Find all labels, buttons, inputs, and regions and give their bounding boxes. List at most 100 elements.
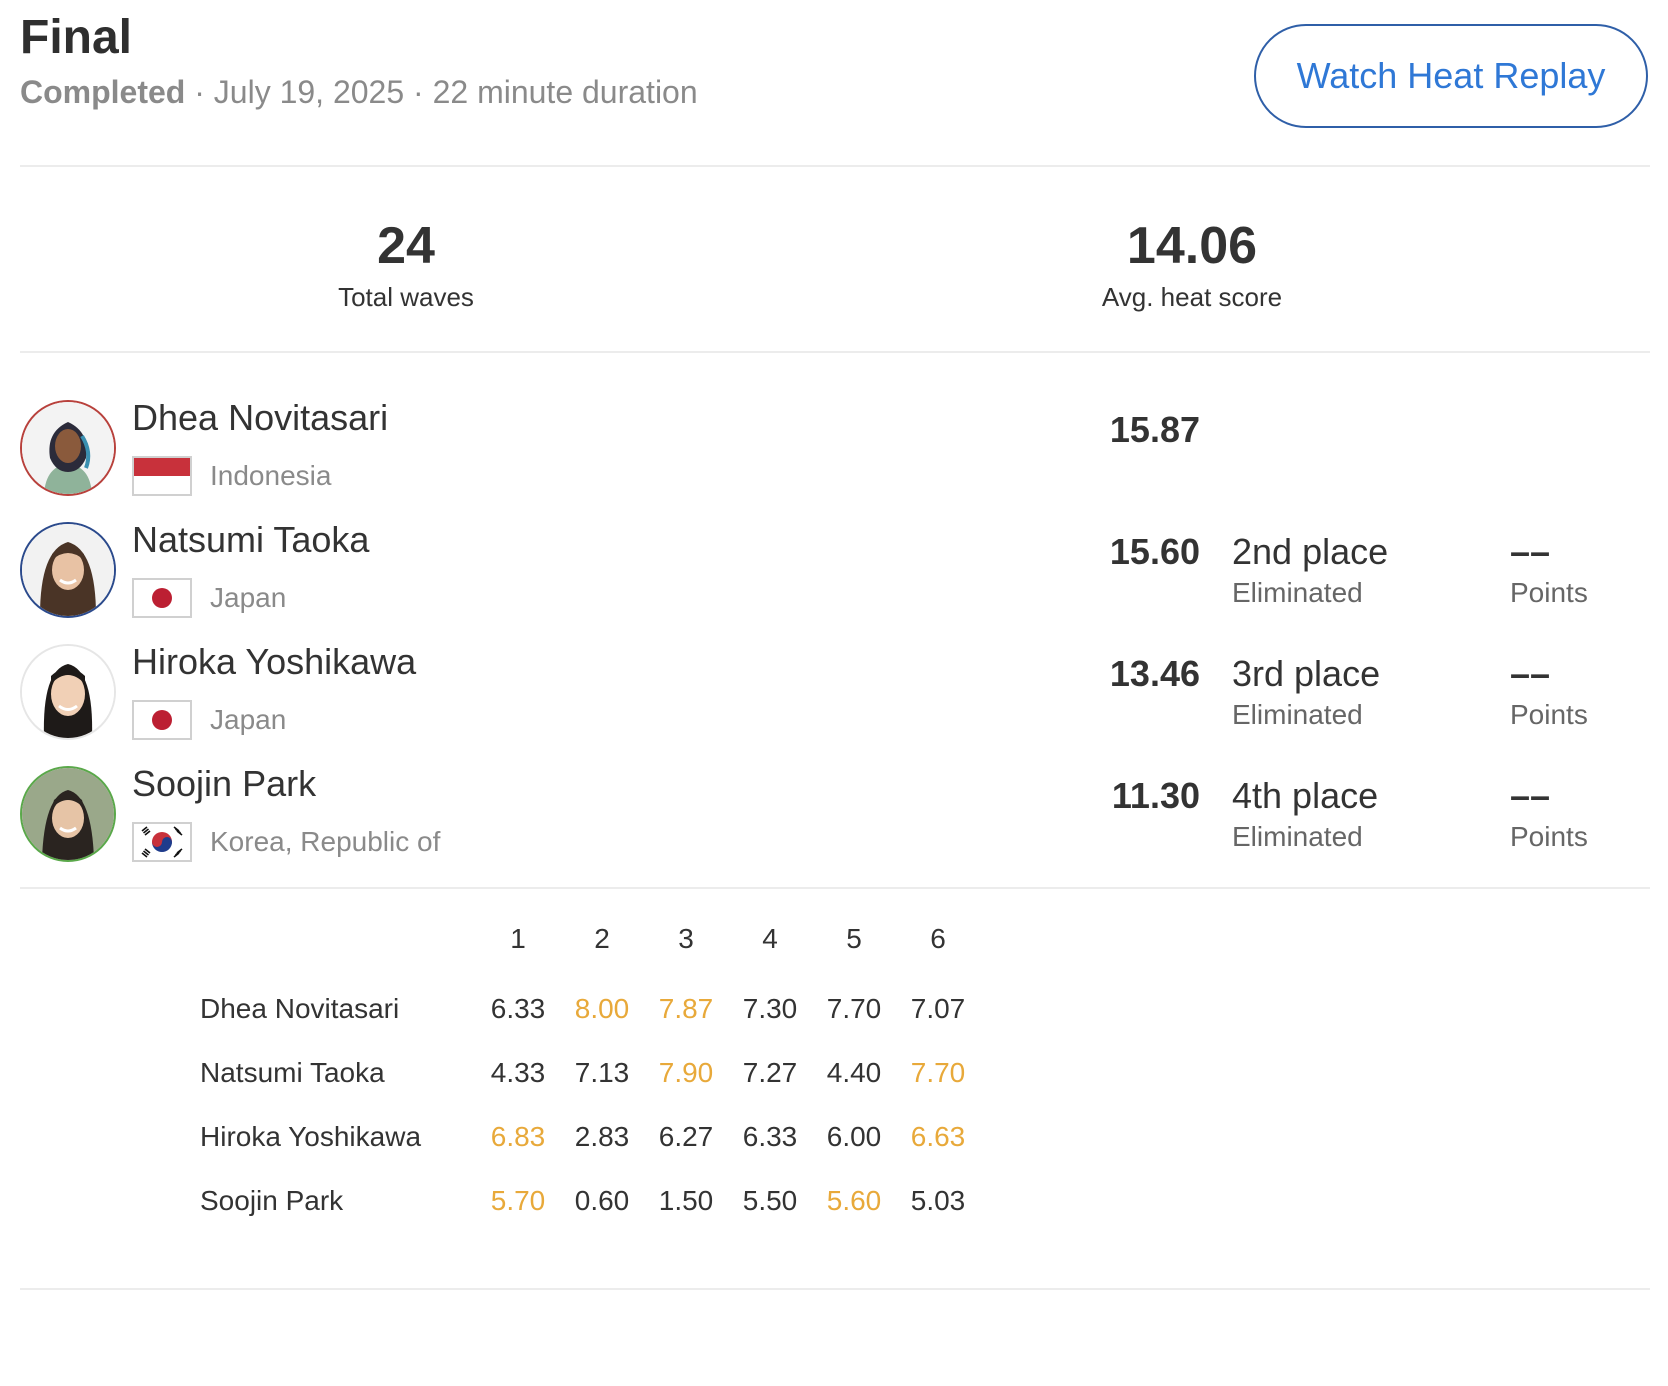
heat-total-score: 11.30 bbox=[1111, 775, 1200, 816]
japan-flag-icon bbox=[132, 578, 192, 618]
avatar bbox=[20, 400, 116, 496]
heat-title: Final bbox=[20, 11, 133, 64]
athlete-country: Japan bbox=[210, 704, 287, 735]
wave-number: 5 bbox=[846, 923, 862, 954]
wave-score: 7.27 bbox=[742, 1057, 798, 1088]
athlete-name[interactable]: Hiroka Yoshikawa bbox=[132, 641, 417, 682]
finish-place: 3rd place bbox=[1232, 653, 1381, 694]
meta-separator: · bbox=[413, 74, 424, 110]
wave-scores-table: 1 2 3 4 5 6 Dhea Novitasari 6.33 8.00 7.87 7… bbox=[200, 915, 980, 1233]
avg-heat-score-label: Avg. heat score bbox=[1101, 282, 1283, 312]
heat-total-score: 15.60 bbox=[1109, 531, 1200, 572]
athlete-country: Japan bbox=[210, 582, 287, 613]
wave-score: 6.27 bbox=[658, 1121, 714, 1152]
avg-heat-score-stat: 14.06 Avg. heat score bbox=[992, 216, 1392, 314]
points-value: –– bbox=[1510, 531, 1551, 572]
counting-wave-score: 6.63 bbox=[910, 1121, 966, 1152]
avatar-photo-icon bbox=[22, 646, 114, 738]
counting-wave-score: 5.70 bbox=[490, 1185, 546, 1216]
athlete-row[interactable]: Hiroka Yoshikawa Japan 13.46 3rd place E… bbox=[20, 641, 1650, 764]
wave-score: 6.33 bbox=[490, 993, 546, 1024]
table-row: Hiroka Yoshikawa 6.83 2.83 6.27 6.33 6.00 6.63 bbox=[200, 1105, 980, 1169]
heat-status: Completed bbox=[20, 74, 186, 110]
athlete-name[interactable]: Soojin Park bbox=[132, 763, 317, 804]
heat-date: July 19, 2025 bbox=[213, 74, 405, 110]
table-row: Soojin Park 5.70 0.60 1.50 5.50 5.60 5.03 bbox=[200, 1169, 980, 1233]
wave-score: 1.50 bbox=[658, 1185, 714, 1216]
heat-result-page: Final Completed · July 19, 2025 · 22 min… bbox=[20, 0, 1650, 1386]
heat-total-score: 15.87 bbox=[1109, 409, 1200, 450]
counting-wave-score: 5.60 bbox=[826, 1185, 882, 1216]
wave-score: 7.70 bbox=[826, 993, 882, 1024]
wave-row-athlete-name: Soojin Park bbox=[200, 1185, 344, 1216]
wave-score: 2.83 bbox=[574, 1121, 630, 1152]
wave-score: 7.13 bbox=[574, 1057, 630, 1088]
wave-score: 6.00 bbox=[826, 1121, 882, 1152]
wave-number: 6 bbox=[930, 923, 946, 954]
heat-total-score: 13.46 bbox=[1109, 653, 1200, 694]
avatar bbox=[20, 522, 116, 618]
counting-wave-score: 7.90 bbox=[658, 1057, 714, 1088]
points-value: –– bbox=[1510, 653, 1551, 694]
place-status: Eliminated bbox=[1232, 577, 1363, 608]
meta-separator: · bbox=[194, 74, 205, 110]
wave-row-athlete-name: Natsumi Taoka bbox=[200, 1057, 385, 1088]
place-status: Eliminated bbox=[1232, 699, 1363, 730]
points-label: Points bbox=[1510, 577, 1588, 608]
avatar-photo-icon bbox=[22, 524, 114, 616]
wave-row-athlete-name: Hiroka Yoshikawa bbox=[200, 1121, 422, 1152]
place-status: Eliminated bbox=[1232, 821, 1363, 852]
wave-number: 1 bbox=[510, 923, 526, 954]
finish-place: 4th place bbox=[1232, 775, 1379, 816]
divider bbox=[20, 351, 1650, 353]
korea-flag-icon bbox=[132, 822, 192, 862]
points-label: Points bbox=[1510, 821, 1588, 852]
athlete-name[interactable]: Dhea Novitasari bbox=[132, 397, 389, 438]
wave-number: 4 bbox=[762, 923, 778, 954]
counting-wave-score: 6.83 bbox=[490, 1121, 546, 1152]
athlete-country: Indonesia bbox=[210, 460, 332, 491]
wave-score: 5.03 bbox=[910, 1185, 966, 1216]
total-waves-label: Total waves bbox=[338, 282, 474, 312]
avatar-photo-icon bbox=[22, 768, 114, 860]
athlete-row[interactable]: Dhea Novitasari Indonesia 15.87 bbox=[20, 397, 1650, 520]
avatar bbox=[20, 644, 116, 740]
heat-meta: Completed · July 19, 2025 · 22 minute du… bbox=[20, 72, 698, 112]
points-value: –– bbox=[1510, 775, 1551, 816]
watch-heat-replay-button[interactable]: Watch Heat Replay bbox=[1254, 24, 1648, 128]
athlete-country: Korea, Republic of bbox=[210, 826, 441, 857]
divider bbox=[20, 165, 1650, 167]
total-waves-stat: 24 Total waves bbox=[206, 216, 606, 314]
counting-wave-score: 7.87 bbox=[658, 993, 714, 1024]
table-row: Dhea Novitasari 6.33 8.00 7.87 7.30 7.70 7.07 bbox=[200, 977, 980, 1041]
avatar bbox=[20, 766, 116, 862]
avatar-photo-icon bbox=[22, 402, 114, 494]
finish-place: 2nd place bbox=[1232, 531, 1389, 572]
wave-number: 3 bbox=[678, 923, 694, 954]
japan-flag-icon bbox=[132, 700, 192, 740]
counting-wave-score: 8.00 bbox=[574, 993, 630, 1024]
total-waves-value: 24 bbox=[377, 217, 435, 275]
wave-score: 4.40 bbox=[826, 1057, 882, 1088]
wave-score: 4.33 bbox=[490, 1057, 546, 1088]
wave-score: 7.07 bbox=[910, 993, 966, 1024]
divider bbox=[20, 887, 1650, 889]
wave-score: 7.30 bbox=[742, 993, 798, 1024]
athlete-row[interactable]: Natsumi Taoka Japan 15.60 2nd place Elim… bbox=[20, 519, 1650, 642]
wave-scores-body: Dhea Novitasari 6.33 8.00 7.87 7.30 7.70 7.07 N… bbox=[200, 977, 980, 1233]
wave-number: 2 bbox=[594, 923, 610, 954]
table-row: Natsumi Taoka 4.33 7.13 7.90 7.27 4.40 7.70 bbox=[200, 1041, 980, 1105]
wave-score: 0.60 bbox=[574, 1185, 630, 1216]
athlete-name[interactable]: Natsumi Taoka bbox=[132, 519, 370, 560]
wave-score: 6.33 bbox=[742, 1121, 798, 1152]
avg-heat-score-value: 14.06 bbox=[1126, 217, 1258, 275]
wave-row-athlete-name: Dhea Novitasari bbox=[200, 993, 400, 1024]
indonesia-flag-icon bbox=[132, 456, 192, 496]
points-label: Points bbox=[1510, 699, 1588, 730]
athlete-column-header bbox=[200, 915, 476, 977]
wave-number-header: 1 2 3 4 5 6 bbox=[200, 915, 980, 977]
counting-wave-score: 7.70 bbox=[910, 1057, 966, 1088]
athlete-row[interactable]: Soojin Park Korea, Republic of 11.30 4th… bbox=[20, 763, 1650, 886]
divider bbox=[20, 1288, 1650, 1290]
wave-score: 5.50 bbox=[742, 1185, 798, 1216]
